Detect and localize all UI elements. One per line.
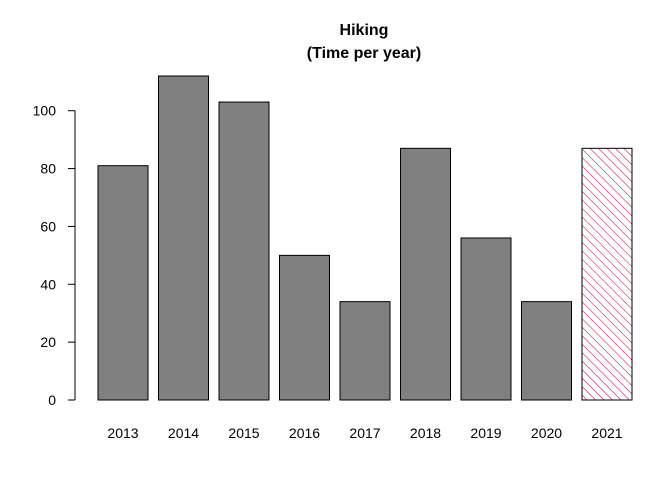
bars-group [97,75,633,401]
bar-2017 [339,301,391,401]
chart-title: Hiking [340,22,389,39]
y-tick-label-60: 60 [40,218,56,234]
bar-2016 [279,254,330,401]
bar-2015 [218,101,270,401]
x-tick-label-2019: 2019 [470,425,501,441]
x-axis-labels: 2013 2014 2015 2016 2017 2018 2019 2020 2021 [107,425,622,441]
y-tick-label-80: 80 [40,161,56,177]
bar-2021 [581,147,633,401]
bar-2019 [460,237,512,401]
x-tick-label-2013: 2013 [107,425,138,441]
y-tick-label-0: 0 [48,392,56,408]
x-tick-label-2020: 2020 [531,425,562,441]
bar-2018 [400,147,451,401]
y-tick-label-20: 20 [40,334,56,350]
x-tick-label-2014: 2014 [168,425,199,441]
bar-2020 [521,301,572,401]
bar-2013 [97,165,149,401]
x-tick-label-2016: 2016 [289,425,320,441]
x-tick-label-2021: 2021 [591,425,622,441]
x-tick-label-2015: 2015 [228,425,259,441]
y-tick-label-100: 100 [33,103,57,119]
y-axis: 0 20 40 60 80 100 [33,103,76,408]
y-tick-label-40: 40 [40,276,56,292]
x-tick-label-2018: 2018 [410,425,441,441]
x-tick-label-2017: 2017 [349,425,380,441]
chart-subtitle: (Time per year) [307,45,421,62]
bar-2014 [158,75,209,401]
